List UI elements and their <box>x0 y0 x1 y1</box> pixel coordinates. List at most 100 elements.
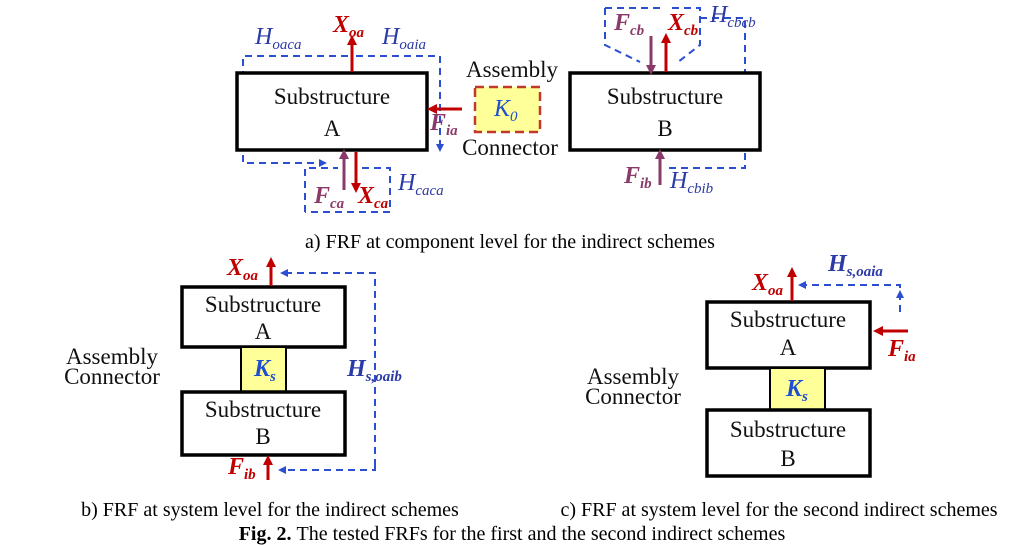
label: Hoaia <box>381 24 426 53</box>
label: Fia <box>429 110 458 139</box>
label-part: F <box>313 183 330 209</box>
label-part: oaca <box>272 37 301 53</box>
label: Fcb <box>613 10 645 39</box>
connector-box <box>473 85 542 134</box>
box-id: A <box>780 335 797 360</box>
label-part: H <box>346 356 367 382</box>
label-part: ia <box>904 349 916 365</box>
caption: a) FRF at component level for the indire… <box>305 231 715 253</box>
path-h-oaia <box>356 55 444 152</box>
label-part: caca <box>415 183 443 199</box>
label-part: cb <box>684 23 699 39</box>
connector-label: Assembly <box>466 57 559 82</box>
box-title: Substructure <box>274 84 390 109</box>
label-part: X <box>357 183 375 209</box>
label: Hcbcb <box>709 2 756 31</box>
substructure-box <box>180 390 347 457</box>
label-part: X <box>226 255 244 281</box>
connector-label: Connector <box>462 135 558 160</box>
label-part: F <box>623 163 640 189</box>
connector-label: Assembly <box>66 344 159 369</box>
panel-a: Substructure A Substructure B K0 Assembl… <box>235 2 762 253</box>
panel-b: Substructure A Ks Substructure B Assembl… <box>64 255 459 521</box>
caption: c) FRF at system level for the second in… <box>560 499 997 521</box>
label-part: F <box>887 336 904 362</box>
path-h <box>280 269 376 466</box>
label-part: X <box>332 12 350 38</box>
label: Hs,oaia <box>827 251 883 280</box>
connector-label: Connector <box>64 364 160 389</box>
label-part: ca <box>330 196 345 212</box>
stiffness-label: K0 <box>493 96 518 125</box>
label: Hcbib <box>669 168 714 197</box>
label-part: cbib <box>687 181 713 197</box>
label: Fib <box>623 163 652 192</box>
label-part: ib <box>640 176 652 192</box>
label-part: H <box>827 251 848 277</box>
figure-number: Fig. 2. <box>239 523 292 545</box>
stiffness-label: Ks <box>253 356 276 385</box>
label: Fca <box>313 183 345 212</box>
connector-label: Assembly <box>587 364 680 389</box>
label-part: H <box>669 168 689 194</box>
label-part: oa <box>349 25 365 41</box>
label: Fib <box>227 454 256 483</box>
box-id: B <box>657 116 672 141</box>
label-part: F <box>429 110 446 136</box>
label-part: F <box>613 10 630 36</box>
box-id: B <box>255 424 270 449</box>
box-title: Substructure <box>607 84 723 109</box>
label-part: K <box>493 96 512 122</box>
label-part: X <box>751 270 769 296</box>
label-part: oaia <box>399 37 426 53</box>
label: Hs,oaib <box>346 356 402 385</box>
panel-c: Substructure A Ks Substructure B Assembl… <box>560 251 997 521</box>
label-part: s <box>269 369 276 385</box>
label-part: X <box>667 10 685 36</box>
label-part: 0 <box>510 109 518 125</box>
label-part: ia <box>446 123 458 139</box>
caption: b) FRF at system level for the indirect … <box>81 499 459 521</box>
substructure-box <box>705 300 872 370</box>
box-id: A <box>255 319 272 344</box>
figure-caption: Fig. 2. The tested FRFs for the first and… <box>239 523 786 545</box>
label: Xca <box>357 183 389 212</box>
figure-text: The tested FRFs for the first and the se… <box>297 523 786 545</box>
label-part: s,oaib <box>365 369 403 385</box>
label-part: K <box>785 376 804 402</box>
box-title: Substructure <box>730 307 846 332</box>
path-h-caca <box>304 167 391 213</box>
label-part: K <box>253 356 272 382</box>
substructure-box <box>568 71 762 152</box>
label-part: s <box>801 389 808 405</box>
label-part: cb <box>630 23 645 39</box>
path-h <box>278 466 376 474</box>
label-part: H <box>709 2 729 28</box>
connector-label: Connector <box>585 384 681 409</box>
box-title: Substructure <box>205 292 321 317</box>
label-part: H <box>254 24 274 50</box>
label-part: H <box>381 24 401 50</box>
label: Xcb <box>667 10 699 39</box>
label-part: H <box>397 170 417 196</box>
label: Xoa <box>332 12 365 41</box>
label: Xoa <box>226 255 259 284</box>
path-h-cbcb <box>604 7 701 63</box>
label-part: oa <box>768 283 784 299</box>
box-title: Substructure <box>205 397 321 422</box>
stiffness-label: Ks <box>785 376 808 405</box>
label: Xoa <box>751 270 784 299</box>
path-h <box>798 281 901 312</box>
label-part: s,oaia <box>846 264 884 280</box>
label-part: oa <box>243 268 259 284</box>
substructure-box <box>705 408 872 478</box>
label-part: F <box>227 454 244 480</box>
label-part: cbcb <box>727 15 756 31</box>
label: Hcaca <box>397 170 444 199</box>
box-id: B <box>780 446 795 471</box>
box-id: A <box>324 116 341 141</box>
label-part: ca <box>374 196 389 212</box>
box-title: Substructure <box>730 417 846 442</box>
label: Fia <box>887 336 916 365</box>
